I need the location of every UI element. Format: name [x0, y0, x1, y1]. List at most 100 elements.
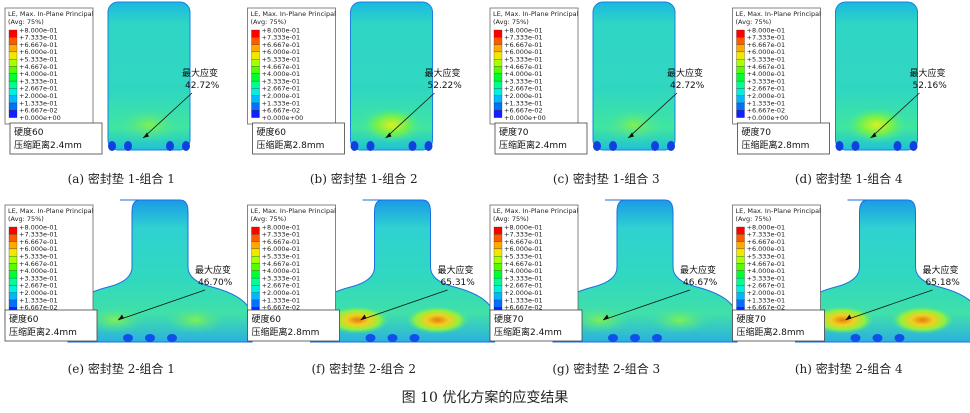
legend-value: +6.667e-02: [262, 107, 301, 115]
legend-value: +5.333e-01: [19, 253, 58, 261]
hardness: 硬度70: [742, 126, 772, 138]
hot-zone: [405, 306, 470, 334]
arrow: [385, 92, 435, 139]
max-strain-label: 最大应变: [425, 67, 461, 79]
legend-value: +2.667e-01: [747, 282, 786, 290]
legend-value: +4.000e-01: [262, 267, 301, 275]
legend-swatch: [493, 263, 503, 271]
hardness: 硬度70: [494, 313, 524, 325]
legend-subtitle: (Avg: 75%): [8, 18, 44, 26]
legend-swatch: [8, 102, 18, 111]
legend-value: +3.333e-01: [19, 77, 58, 85]
max-strain-label: 最大应变: [195, 264, 231, 276]
legend-box: [489, 7, 579, 125]
info-box: [4, 309, 98, 342]
legend-value: +2.000e-01: [747, 289, 786, 297]
legend-swatch: [493, 80, 503, 89]
legend-value: +6.667e-02: [19, 304, 58, 312]
legend-value: +6.667e-01: [19, 238, 58, 246]
legend-swatch: [493, 44, 503, 53]
legend-swatch: [251, 285, 260, 293]
arrow-head: [870, 132, 877, 138]
legend-swatch: [8, 37, 18, 45]
legend-box: [489, 204, 579, 322]
legend-value: +3.333e-01: [19, 274, 58, 282]
legend-value: +2.000e-01: [504, 92, 543, 100]
edge-zone: [409, 334, 420, 342]
max-strain-label: 最大应变: [438, 264, 474, 276]
legend-value: +2.667e-01: [19, 85, 58, 93]
panel-caption: (g) 密封垫 2-组合 3: [552, 361, 660, 376]
arrow-head: [143, 132, 149, 138]
arrow: [870, 92, 920, 139]
legend-value: +8.000e-01: [504, 26, 543, 34]
max-strain-value: 52.16%: [913, 81, 948, 91]
legend-swatch: [493, 66, 503, 74]
legend-value: +0.000e+00: [19, 114, 61, 122]
edge-zone: [424, 141, 433, 151]
edge-zone: [651, 141, 659, 151]
legend-value: +2.667e-01: [19, 282, 58, 290]
arrow-head: [360, 314, 367, 320]
legend-value: +2.000e-01: [262, 289, 301, 297]
distance: 压缩距离2.4mm: [499, 139, 567, 151]
legend-title: LE, Max. In-Plane Principal: [251, 207, 337, 215]
legend-swatch: [8, 248, 18, 257]
legend-value: +4.000e-01: [504, 70, 543, 78]
legend-subtitle: (Avg: 75%): [251, 18, 287, 26]
legend-swatch: [736, 51, 745, 60]
legend-title: LE, Max. In-Plane Principal: [251, 10, 337, 18]
legend-value: +6.667e-02: [504, 107, 543, 115]
legend-value: +3.333e-01: [747, 274, 786, 282]
legend-value: +5.333e-01: [262, 56, 301, 64]
edge-zone: [652, 334, 662, 342]
legend-swatch: [251, 263, 260, 271]
legend-value: +4.000e-01: [747, 70, 786, 78]
legend-subtitle: (Avg: 75%): [493, 18, 529, 26]
edge-zone: [350, 141, 359, 151]
edge-zone: [851, 141, 860, 151]
legend-swatch: [736, 226, 745, 235]
info-box: [252, 122, 345, 155]
legend-value: +6.000e-01: [747, 245, 786, 253]
legend-swatch: [736, 270, 745, 279]
hot-zone: [325, 306, 390, 334]
legend-value: +0.000e+00: [262, 114, 304, 122]
legend-value: +6.667e-01: [19, 41, 58, 49]
legend-value: +6.667e-02: [504, 304, 543, 312]
edge-zone: [872, 334, 883, 342]
distance: 压缩距离2.8mm: [742, 139, 810, 151]
legend-value: +4.667e-01: [262, 260, 301, 268]
legend-value: +4.667e-01: [504, 63, 543, 71]
legend-swatch: [493, 248, 503, 257]
legend-value: +6.667e-02: [262, 304, 301, 312]
distance: 压缩距离2.4mm: [9, 326, 77, 338]
legend-title: LE, Max. In-Plane Principal: [493, 10, 579, 18]
legend-value: +4.667e-01: [747, 260, 786, 268]
legend-value: +4.000e-01: [262, 70, 301, 78]
legend-value: +5.333e-01: [504, 253, 543, 261]
edge-zone: [124, 141, 132, 151]
legend-title: LE, Max. In-Plane Principal: [736, 10, 822, 18]
legend-value: +4.000e-01: [504, 267, 543, 275]
hardness: 硬度60: [14, 126, 44, 138]
arrow: [117, 289, 206, 321]
edge-zone: [167, 334, 177, 342]
legend-swatch: [736, 37, 745, 45]
legend-value: +6.000e-01: [19, 48, 58, 56]
edge-zone: [593, 141, 601, 151]
legend-value: +6.000e-01: [504, 48, 543, 56]
hot-zone: [890, 306, 955, 334]
legend-swatch: [736, 95, 745, 104]
legend-swatch: [8, 256, 18, 264]
legend-swatch: [736, 292, 745, 301]
legend-swatch: [251, 95, 260, 104]
arrow-head: [603, 314, 609, 320]
legend-value: +2.000e-01: [19, 92, 58, 100]
legend-swatch: [493, 73, 503, 82]
arrow: [845, 289, 933, 321]
legend-value: +5.333e-01: [504, 56, 543, 64]
legend-box: [732, 7, 821, 125]
legend-swatch: [493, 292, 503, 301]
legend-value: +7.333e-01: [747, 231, 786, 239]
